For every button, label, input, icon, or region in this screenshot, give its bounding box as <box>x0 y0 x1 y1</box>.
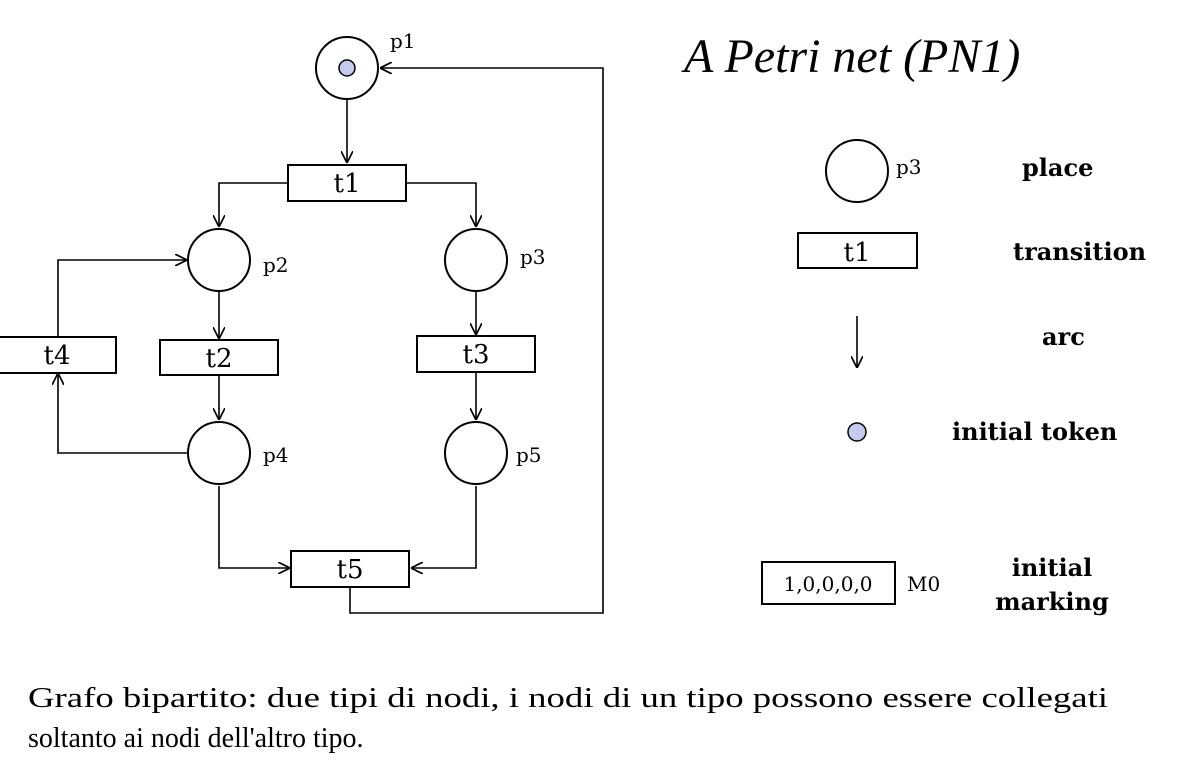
arc-t1-p2 <box>219 183 288 227</box>
arc-p4-t4 <box>58 373 187 453</box>
legend-arc-label: arc <box>1042 322 1085 351</box>
place-p5: p5 <box>445 422 542 484</box>
transition-t4: t4 <box>0 337 116 373</box>
transition-label-t5: t5 <box>337 555 364 585</box>
arc-t1-p3 <box>406 183 476 227</box>
legend-transition: t1 transition <box>798 233 1146 268</box>
legend-marking-value: 1,0,0,0,0 <box>783 572 872 596</box>
page-title: A Petri net (PN1) <box>681 30 1020 83</box>
transition-t3: t3 <box>417 336 535 372</box>
place-label-p2: p2 <box>263 253 289 277</box>
legend-place-label: place <box>1022 153 1093 182</box>
legend-token: initial token <box>848 417 1117 446</box>
arc-t4-p2 <box>58 260 187 336</box>
transition-t5: t5 <box>291 551 409 587</box>
transition-label-t4: t4 <box>44 341 71 371</box>
legend-transition-sample-label: t1 <box>844 238 871 268</box>
legend: p3 place t1 transition arc initial token… <box>762 140 1146 616</box>
legend-token-sample <box>848 423 866 441</box>
transition-label-t1: t1 <box>334 169 361 199</box>
legend-place-sample-label: p3 <box>896 155 922 179</box>
legend-marking-label-line1: initial <box>1012 553 1093 582</box>
legend-marking: 1,0,0,0,0 M0 initial marking <box>762 553 1109 616</box>
arc-p4-t5 <box>219 486 290 568</box>
place-label-p3: p3 <box>520 245 546 269</box>
place-p1: p1 <box>316 29 416 99</box>
caption-line-2: soltanto ai nodi dell'altro tipo. <box>28 723 364 754</box>
transition-label-t2: t2 <box>206 344 233 374</box>
place-label-p4: p4 <box>263 443 289 467</box>
legend-marking-label-line2: marking <box>995 587 1109 616</box>
transition-t2: t2 <box>160 340 278 375</box>
initial-token <box>339 60 355 76</box>
place-p2: p2 <box>188 229 289 291</box>
legend-place: p3 place <box>826 140 1093 202</box>
legend-token-label: initial token <box>952 417 1117 446</box>
transition-label-t3: t3 <box>463 340 490 370</box>
caption-line-1: Grafo bipartito: due tipi di nodi, i nod… <box>28 683 1108 714</box>
legend-transition-label: transition <box>1013 237 1146 266</box>
arc-p5-t5 <box>411 486 476 568</box>
place-p3: p3 <box>445 229 546 291</box>
place-label-p5: p5 <box>516 443 542 467</box>
place-label-p1: p1 <box>390 29 416 53</box>
legend-marking-name: M0 <box>907 572 940 596</box>
legend-arc: arc <box>857 316 1085 368</box>
place-p4: p4 <box>188 422 289 484</box>
transition-t1: t1 <box>288 165 406 201</box>
